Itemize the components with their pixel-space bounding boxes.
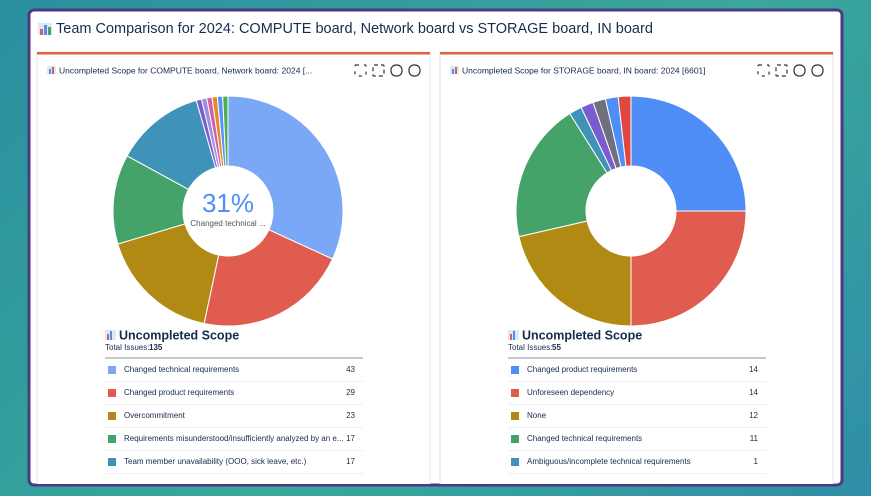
legend-swatch[interactable] [108,458,116,466]
donut-slice[interactable] [227,95,344,260]
legend-icon-bar [510,334,512,340]
legend-swatch[interactable] [108,412,116,420]
legend-count[interactable]: 29 [346,388,355,397]
legend-swatch[interactable] [511,389,519,397]
donut-slice[interactable] [222,95,229,167]
donut-slice[interactable] [630,95,747,212]
legend-title: Uncompleted Scope [522,328,642,342]
card-icon-bar [52,67,54,74]
legend-count[interactable]: 14 [749,388,758,397]
legend-label[interactable]: Ambiguous/incomplete technical requireme… [527,457,691,466]
legend-count[interactable]: 43 [346,365,355,374]
legend-swatch[interactable] [511,366,519,374]
legend-swatch[interactable] [108,366,116,374]
link-button[interactable] [811,64,824,77]
dashboard-title: Team Comparison for 2024: COMPUTE board,… [56,21,653,37]
legend-count[interactable]: 17 [346,434,355,443]
link-button[interactable] [408,64,421,77]
legend-swatch[interactable] [108,435,116,443]
title-icon [38,23,52,35]
card-title: Uncompleted Scope for COMPUTE board, Net… [59,65,312,75]
total-value: 55 [552,343,561,352]
legend-label[interactable]: Changed product requirements [124,388,234,397]
card-accent [440,52,833,55]
minimize-button[interactable] [757,64,770,77]
legend-label[interactable]: Unforeseen dependency [527,388,614,397]
legend-count[interactable]: 23 [346,411,355,420]
donut-slice[interactable] [203,229,334,327]
legend-count[interactable]: 11 [750,434,759,443]
center-caption: Changed technical ... [190,219,265,228]
donut-slice[interactable] [518,220,632,327]
legend-swatch[interactable] [511,435,519,443]
legend-count[interactable]: 17 [346,457,355,466]
legend-title: Uncompleted Scope [119,328,239,342]
donut-slice[interactable] [617,95,632,167]
legend-label[interactable]: None [527,411,547,420]
fullscreen-button[interactable] [372,64,385,77]
card-title: Uncompleted Scope for STORAGE board, IN … [462,65,706,75]
legend-label[interactable]: Changed technical requirements [527,434,642,443]
card-icon [450,66,459,74]
legend-label[interactable]: Requirements misunderstood/insufficientl… [124,434,344,443]
card-icon-bar [452,69,454,74]
center-value: 31% [202,188,254,218]
legend-count[interactable]: 12 [749,411,758,420]
card-accent [37,52,430,55]
legend-icon-bar [110,331,112,340]
legend-swatch[interactable] [511,412,519,420]
donut-slice[interactable] [515,112,608,238]
minimize-button[interactable] [354,64,367,77]
legend-icon-bar [513,331,515,340]
donut-slice[interactable] [117,223,220,325]
legend-swatch[interactable] [108,389,116,397]
legend-count[interactable]: 1 [754,457,759,466]
fullscreen-button[interactable] [775,64,788,77]
legend-label[interactable]: Team member unavailability (OOO, sick le… [124,457,307,466]
total-label: Total Issues: [105,343,149,352]
refresh-button[interactable] [390,64,403,77]
legend-label[interactable]: Changed technical requirements [124,365,239,374]
total-value: 135 [149,343,163,352]
legend-count[interactable]: 14 [749,365,758,374]
donut-slice[interactable] [630,210,747,327]
legend-label[interactable]: Overcommitment [124,411,186,420]
legend-label[interactable]: Changed product requirements [527,365,637,374]
card-icon-bar [49,69,51,74]
card-icon [47,66,56,74]
refresh-button[interactable] [793,64,806,77]
legend-swatch[interactable] [511,458,519,466]
total-label: Total Issues: [508,343,552,352]
legend-icon-bar [107,334,109,340]
cards: Uncompleted Scope for COMPUTE board, Net… [36,51,834,484]
card-icon-bar [455,67,457,74]
